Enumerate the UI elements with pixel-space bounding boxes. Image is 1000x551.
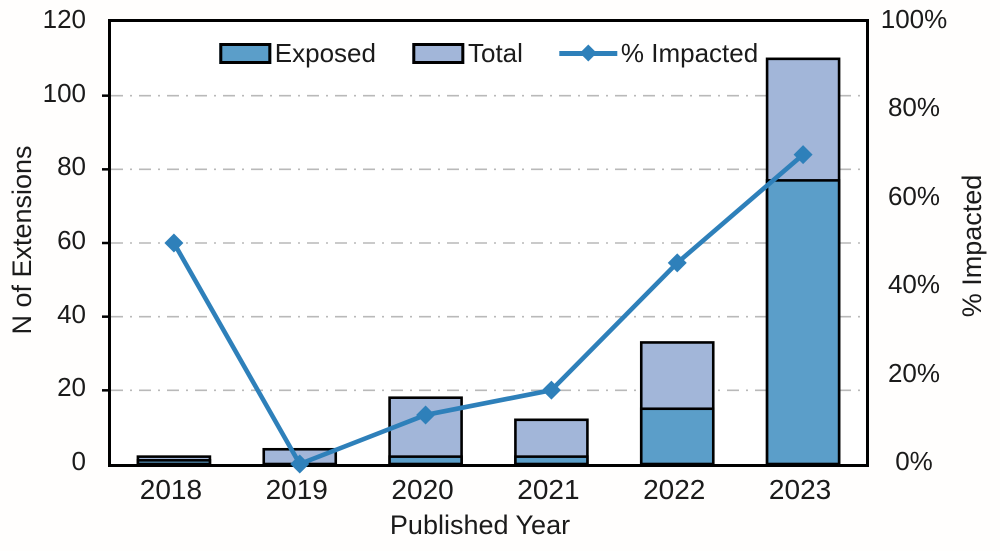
legend-label-total: Total — [467, 38, 523, 68]
right-axis-title: % Impacted — [957, 174, 987, 318]
exposed-swatch-icon — [218, 42, 271, 64]
x-axis-tick: 2023 — [768, 474, 832, 505]
right-axis-tick: 0% — [895, 446, 933, 476]
diamond-marker-icon — [793, 145, 813, 165]
diamond-marker-icon — [416, 405, 436, 425]
plot-area: Exposed Total % Impacted — [102, 19, 869, 474]
exposed-bar — [388, 455, 463, 466]
exposed-bar — [136, 459, 212, 466]
left-axis-tick: 120 — [42, 4, 86, 34]
right-axis-tick: 100% — [880, 4, 948, 34]
diamond-marker-icon — [667, 253, 687, 273]
legend-item-exposed: Exposed — [218, 38, 376, 68]
diamond-marker-icon — [541, 380, 561, 400]
x-axis-title: Published Year — [389, 510, 571, 540]
left-axis-tick: 100 — [42, 77, 86, 108]
exposed-bar — [639, 407, 715, 466]
left-axis-tick: 20 — [57, 372, 86, 403]
right-axis-tick: 60% — [887, 180, 941, 211]
exposed-bar — [514, 455, 589, 466]
impacted-line-swatch-icon — [558, 43, 617, 63]
diamond-marker-icon — [164, 233, 184, 253]
diamond-marker-icon — [290, 454, 310, 474]
chart-canvas — [102, 57, 866, 474]
left-axis-tick: 80 — [57, 151, 86, 182]
diamond-marker-icon — [579, 44, 597, 62]
right-axis-tick: 40% — [887, 269, 941, 300]
exposed-bar — [765, 179, 841, 466]
legend-item-impacted: % Impacted — [558, 38, 759, 68]
x-axis-tick: 2019 — [265, 474, 328, 505]
impacted-line — [171, 152, 806, 467]
x-axis-tick: 2022 — [643, 474, 706, 505]
legend-item-total: Total — [411, 38, 523, 68]
right-axis-tick: 80% — [887, 92, 941, 123]
left-axis-tick: 60 — [57, 225, 86, 255]
x-axis-tick: 2018 — [139, 474, 203, 505]
x-axis-tick: 2021 — [517, 474, 580, 505]
total-swatch-icon — [411, 42, 464, 64]
legend-label-exposed: Exposed — [274, 38, 376, 68]
legend-label-impacted: % Impacted — [620, 38, 759, 68]
legend: Exposed Total % Impacted — [218, 38, 759, 68]
x-axis-tick: 2020 — [391, 474, 454, 505]
left-axis-tick: 0 — [71, 446, 86, 476]
right-axis-tick: 20% — [887, 357, 941, 388]
left-axis-tick: 40 — [57, 298, 86, 329]
